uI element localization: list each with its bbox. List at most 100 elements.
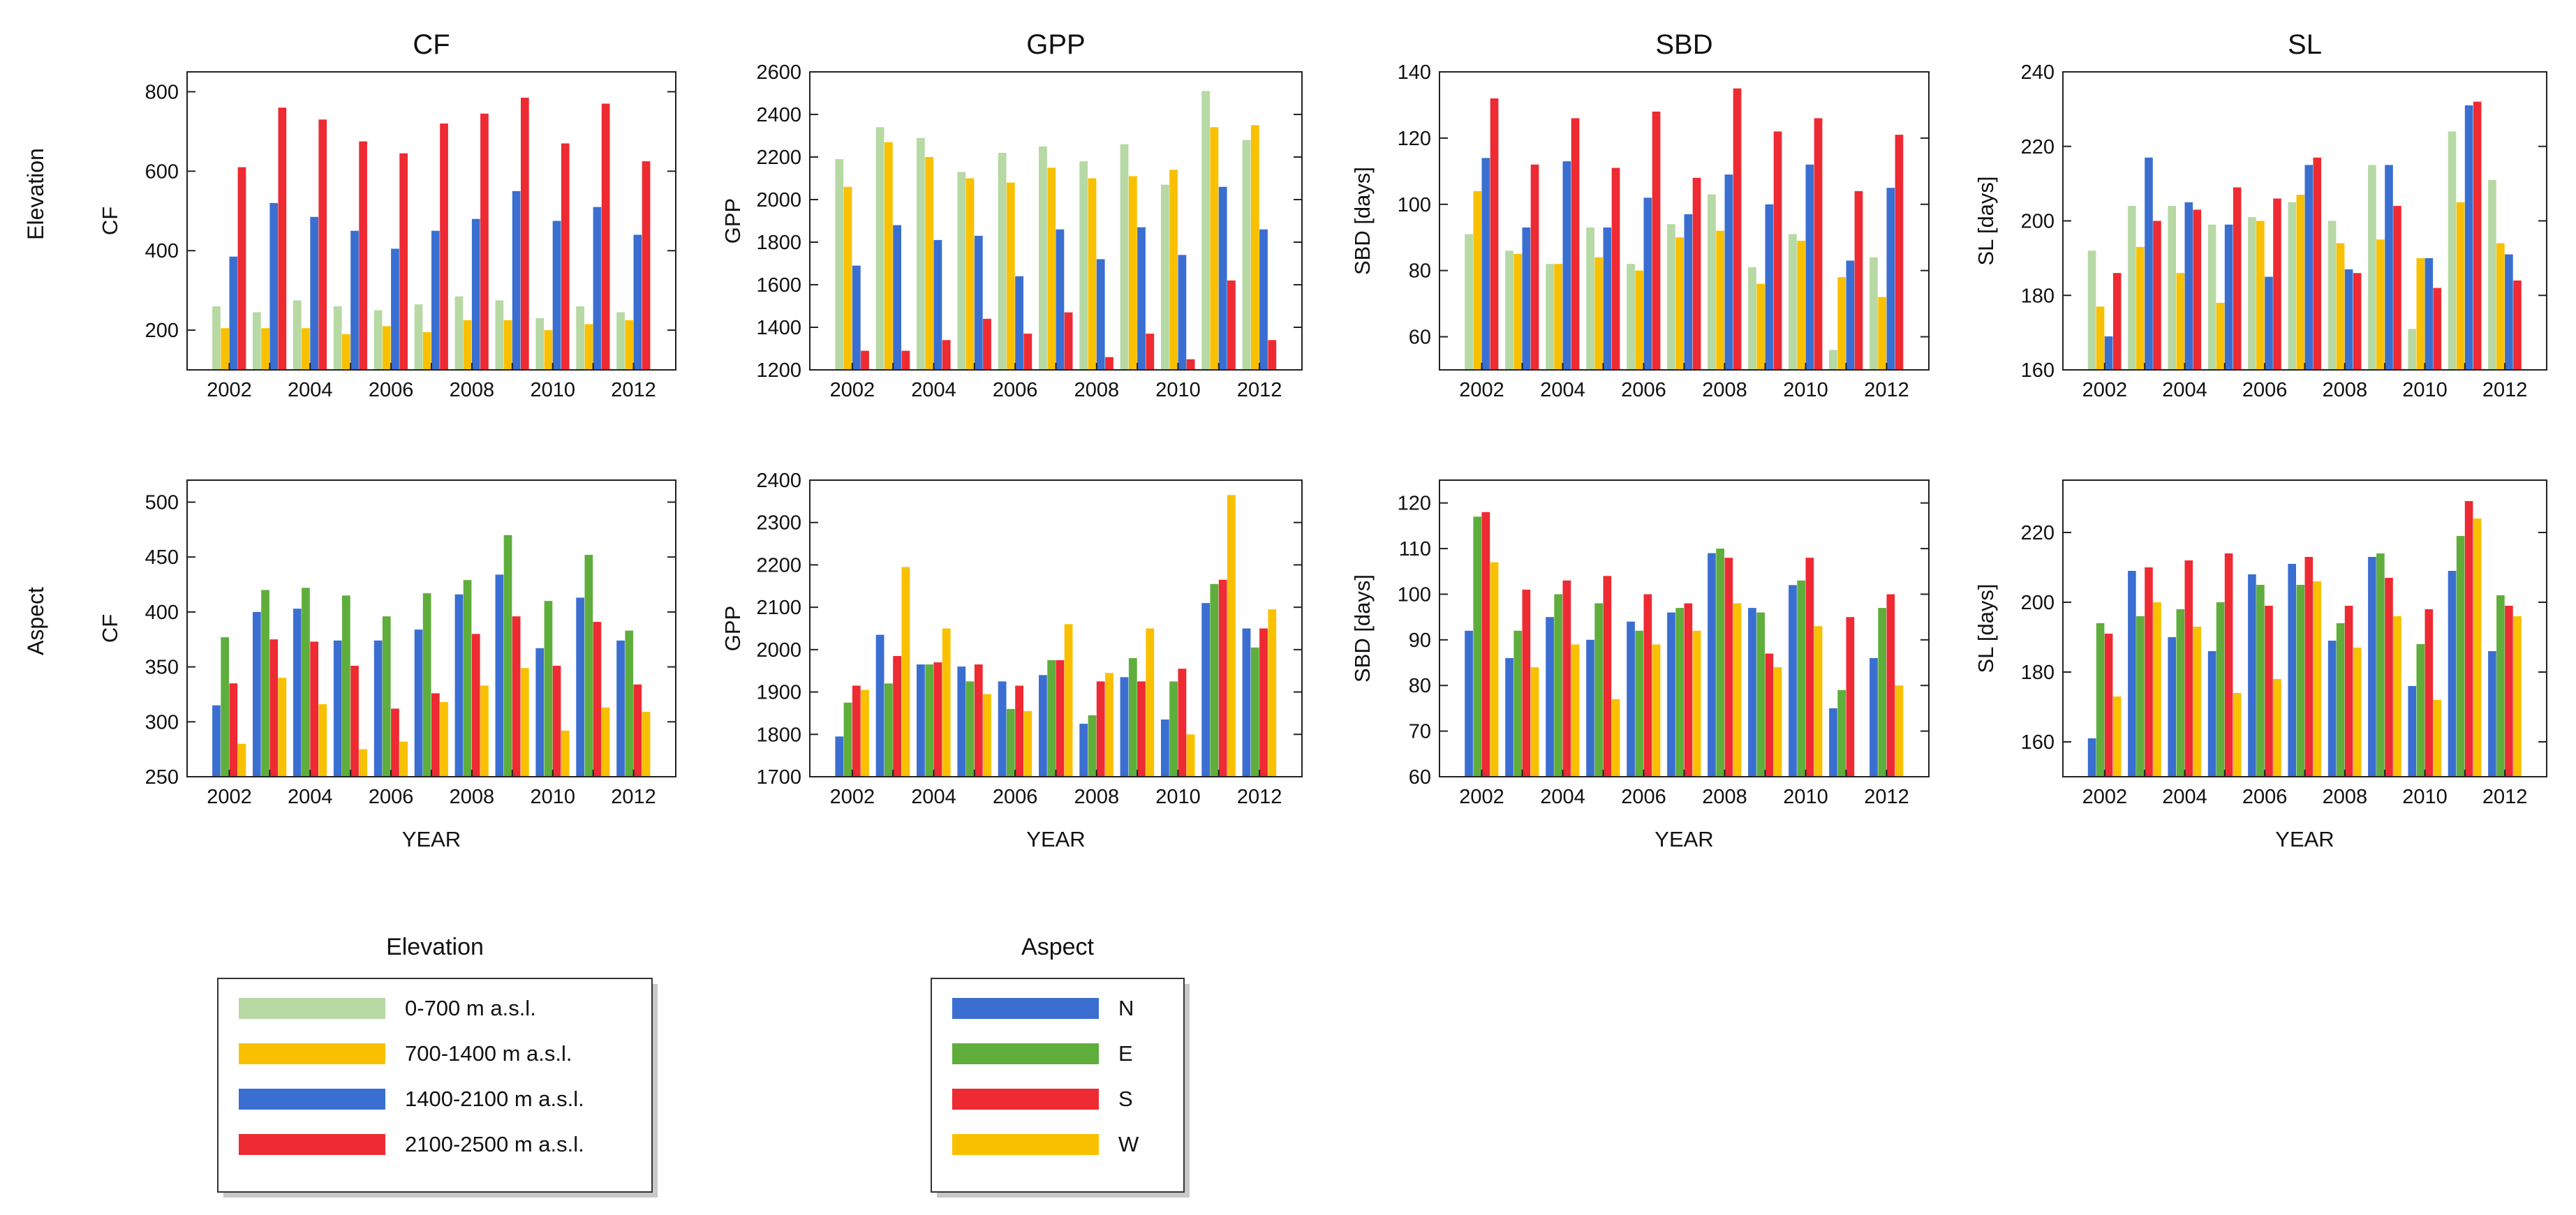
bar-w-2010 <box>2433 700 2442 777</box>
y-tick-label: 200 <box>145 320 179 342</box>
bar-n-2006 <box>2248 574 2256 777</box>
bar-0-700-m-a-s-l--2002 <box>1465 234 1473 370</box>
bar-2100-2500-m-a-s-l--2007 <box>440 124 448 370</box>
bar-2100-2500-m-a-s-l--2006 <box>2273 198 2281 370</box>
bar-2100-2500-m-a-s-l--2007 <box>1064 312 1073 370</box>
bar-s-2009 <box>2385 578 2393 777</box>
bar-e-2003 <box>1513 630 1523 777</box>
legend-item-label: 0-700 m a.s.l. <box>405 996 536 1020</box>
bar-w-2004 <box>942 628 951 777</box>
bar-n-2010 <box>535 648 545 777</box>
legend-item-label: 1400-2100 m a.s.l. <box>405 1087 584 1111</box>
bar-700-1400-m-a-s-l--2005 <box>342 334 350 370</box>
bar-700-1400-m-a-s-l--2007 <box>1047 167 1056 371</box>
y-tick-label: 350 <box>145 657 179 679</box>
bar-w-2006 <box>2273 679 2281 777</box>
bar-1400-2100-m-a-s-l--2008 <box>1096 259 1105 370</box>
bar-s-2005 <box>2224 553 2233 777</box>
bar-1400-2100-m-a-s-l--2007 <box>2304 165 2314 370</box>
bar-0-700-m-a-s-l--2003 <box>2128 206 2136 370</box>
x-tick-label: 2010 <box>2402 786 2448 808</box>
bar-1400-2100-m-a-s-l--2004 <box>933 239 942 370</box>
bar-2100-2500-m-a-s-l--2005 <box>359 141 367 370</box>
bar-e-2010 <box>2416 644 2425 777</box>
bar-2100-2500-m-a-s-l--2010 <box>1814 118 1823 370</box>
bar-n-2011 <box>576 597 584 777</box>
bar-e-2002 <box>1473 516 1482 777</box>
x-tick-label: 2010 <box>1155 786 1201 808</box>
x-tick-label: 2004 <box>2162 379 2207 401</box>
chart-title: SL <box>2288 29 2322 60</box>
x-tick-label: 2012 <box>1237 786 1282 808</box>
bar-n-2007 <box>414 629 423 777</box>
bar-w-2009 <box>1773 667 1782 777</box>
bar-n-2004 <box>917 664 925 777</box>
bar-2100-2500-m-a-s-l--2003 <box>901 350 910 370</box>
x-tick-label: 2004 <box>1540 379 1585 401</box>
bar-700-1400-m-a-s-l--2008 <box>2336 243 2345 370</box>
bar-700-1400-m-a-s-l--2006 <box>382 326 391 370</box>
y-tick-label: 70 <box>1409 721 1431 743</box>
bar-s-2010 <box>1178 669 1187 777</box>
bar-700-1400-m-a-s-l--2009 <box>503 320 512 370</box>
bar-0-700-m-a-s-l--2007 <box>1667 224 1675 370</box>
legend-swatch <box>239 998 385 1019</box>
bar-s-2008 <box>471 634 480 777</box>
y-tick-label: 220 <box>2021 522 2055 544</box>
bar-n-2005 <box>1586 639 1594 777</box>
x-tick-label: 2004 <box>288 786 333 808</box>
bar-0-700-m-a-s-l--2008 <box>2327 221 2337 370</box>
y-axis-label: SBD [days] <box>1350 167 1375 275</box>
y-tick-label: 160 <box>2021 731 2055 754</box>
y-tick-label: 800 <box>145 81 179 103</box>
bar-n-2004 <box>2168 637 2176 777</box>
x-tick-label: 2004 <box>288 379 333 401</box>
bar-0-700-m-a-s-l--2011 <box>1829 350 1837 370</box>
x-tick-label: 2004 <box>1540 786 1585 808</box>
bar-0-700-m-a-s-l--2007 <box>1039 146 1047 371</box>
bar-n-2006 <box>998 681 1007 777</box>
y-tick-label: 1600 <box>756 274 801 297</box>
bar-1400-2100-m-a-s-l--2003 <box>2145 157 2153 371</box>
chart-panel-asp-gpp: 1700 1800 1900 2000 2100 2200 2300 2400 2002 2004… <box>720 470 1303 851</box>
bar-0-700-m-a-s-l--2004 <box>293 300 302 370</box>
bar-s-2006 <box>391 708 399 777</box>
bar-1400-2100-m-a-s-l--2005 <box>350 230 359 370</box>
bar-s-2006 <box>2265 606 2273 777</box>
y-tick-label: 220 <box>2021 136 2055 158</box>
bar-w-2009 <box>2393 616 2401 777</box>
bar-2100-2500-m-a-s-l--2005 <box>983 318 991 370</box>
bar-n-2006 <box>373 640 383 777</box>
bar-w-2010 <box>561 730 570 777</box>
bar-n-2008 <box>2327 641 2337 777</box>
bar-0-700-m-a-s-l--2011 <box>2448 131 2457 370</box>
bar-700-1400-m-a-s-l--2010 <box>1169 170 1178 371</box>
bar-n-2002 <box>835 736 844 777</box>
y-axis-label: CF <box>98 614 122 643</box>
bar-s-2011 <box>2464 501 2473 777</box>
bar-w-2011 <box>601 707 610 777</box>
bar-w-2003 <box>278 678 287 777</box>
bar-n-2002 <box>1465 630 1473 777</box>
bar-2100-2500-m-a-s-l--2008 <box>1105 357 1113 370</box>
y-tick-label: 120 <box>1398 493 1431 515</box>
x-tick-label: 2006 <box>2242 786 2288 808</box>
bar-s-2011 <box>1218 579 1227 777</box>
bar-1400-2100-m-a-s-l--2002 <box>1481 158 1490 370</box>
y-tick-label: 600 <box>145 161 179 183</box>
y-tick-label: 2600 <box>756 61 801 84</box>
bar-2100-2500-m-a-s-l--2004 <box>1571 118 1580 370</box>
bar-1400-2100-m-a-s-l--2011 <box>2464 105 2473 370</box>
y-tick-label: 400 <box>145 240 179 262</box>
bar-0-700-m-a-s-l--2007 <box>2288 202 2296 370</box>
bar-2100-2500-m-a-s-l--2003 <box>278 107 287 370</box>
legend-swatch <box>239 1043 385 1064</box>
bar-700-1400-m-a-s-l--2005 <box>2216 302 2225 370</box>
bar-s-2007 <box>2304 557 2314 777</box>
bar-n-2009 <box>495 574 504 777</box>
bar-e-2009 <box>2376 553 2385 777</box>
bar-2100-2500-m-a-s-l--2007 <box>2313 157 2322 371</box>
bar-w-2006 <box>1023 710 1032 777</box>
x-axis-label: YEAR <box>1026 827 1085 851</box>
bar-e-2003 <box>884 683 893 777</box>
